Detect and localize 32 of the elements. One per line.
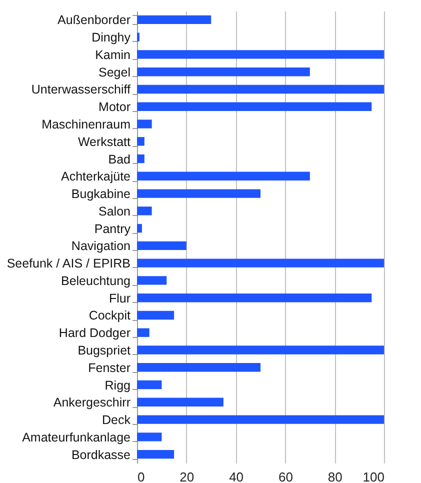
- y-tick-label: Cockpit: [88, 308, 132, 323]
- y-tick-label: Kamin: [95, 48, 131, 62]
- y-tick-label: Deck: [102, 413, 132, 428]
- y-tick-label: Außenborder: [58, 13, 130, 28]
- y-tick-label: Unterwasserschiff: [31, 82, 132, 97]
- x-tick-label: 80: [328, 470, 342, 483]
- y-tick-label: Rigg: [104, 378, 131, 392]
- y-tick-label: Segel: [98, 65, 130, 80]
- x-tick-label: 0: [138, 470, 145, 483]
- y-tick-label: Bugspriet: [78, 344, 132, 358]
- y-tick-label: Bugkabine: [71, 187, 131, 202]
- x-tick-label: 100: [362, 470, 384, 483]
- y-tick-label: Maschinenraum: [42, 118, 130, 132]
- y-tick-label: Werkstatt: [78, 134, 132, 149]
- y-tick-label: Fenster: [88, 360, 130, 375]
- y-tick-label: Pantry: [94, 222, 132, 236]
- y-tick-label: Bad: [108, 152, 131, 166]
- y-tick-label: Flur: [108, 291, 130, 306]
- y-tick-label: Hard Dodger: [58, 326, 130, 340]
- y-tick-label: Amateurfunkanlage: [22, 430, 131, 444]
- y-tick-label: Ankergeschirr: [53, 396, 130, 410]
- y-tick-label: Bordkasse: [71, 448, 131, 462]
- x-tick-label: 20: [180, 470, 194, 483]
- y-tick-label: Navigation: [71, 239, 131, 254]
- x-tick-label: 40: [229, 470, 244, 483]
- y-tick-label: Beleuchtung: [60, 274, 131, 288]
- y-tick-label: Seefunk / AIS / EPIRB: [6, 256, 130, 271]
- y-tick-label: Salon: [98, 204, 131, 218]
- x-tick-label: 60: [278, 470, 293, 483]
- y-tick-label: Motor: [98, 100, 130, 114]
- y-tick-label: Achterkajüte: [61, 170, 131, 184]
- y-tick-label: Dinghy: [92, 30, 132, 45]
